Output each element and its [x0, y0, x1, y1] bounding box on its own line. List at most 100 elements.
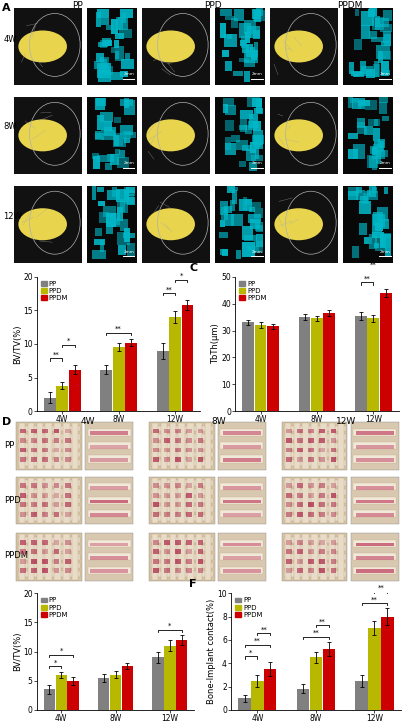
- Bar: [236, 250, 241, 259]
- Bar: [18, 515, 80, 521]
- Bar: [373, 144, 383, 152]
- Bar: [43, 457, 48, 462]
- Bar: [19, 478, 25, 523]
- Bar: [365, 100, 378, 110]
- Bar: [376, 45, 390, 59]
- Bar: [43, 438, 48, 443]
- Bar: [239, 23, 251, 39]
- Bar: [18, 480, 80, 486]
- Bar: [378, 52, 391, 60]
- Circle shape: [18, 31, 67, 63]
- Text: **: **: [319, 618, 326, 625]
- Bar: [164, 559, 170, 563]
- Bar: [88, 539, 130, 547]
- Bar: [234, 9, 244, 21]
- Bar: [330, 429, 336, 433]
- Bar: [270, 186, 338, 263]
- Text: 2mm: 2mm: [251, 162, 262, 165]
- Text: PPDM: PPDM: [337, 1, 362, 10]
- Bar: [175, 539, 181, 545]
- Bar: [254, 146, 259, 159]
- Bar: [196, 478, 202, 523]
- Bar: [187, 569, 192, 573]
- Bar: [153, 483, 159, 488]
- Bar: [149, 477, 215, 524]
- Y-axis label: BV/TV(%): BV/TV(%): [13, 632, 22, 671]
- Bar: [220, 455, 263, 462]
- Text: F: F: [189, 579, 196, 590]
- Bar: [92, 156, 100, 169]
- Bar: [222, 50, 229, 57]
- Bar: [31, 438, 37, 443]
- Bar: [54, 493, 59, 498]
- Bar: [356, 556, 394, 560]
- Bar: [282, 477, 348, 524]
- Bar: [223, 556, 261, 560]
- Bar: [356, 432, 394, 435]
- Bar: [353, 539, 396, 547]
- Bar: [253, 9, 265, 21]
- Bar: [380, 24, 392, 31]
- Bar: [18, 460, 80, 466]
- Bar: [20, 493, 26, 498]
- Bar: [358, 100, 370, 106]
- Bar: [54, 438, 59, 443]
- Bar: [353, 455, 396, 462]
- Bar: [319, 502, 325, 507]
- Bar: [311, 423, 318, 469]
- Bar: [239, 162, 247, 167]
- Bar: [126, 187, 135, 193]
- Bar: [115, 33, 124, 39]
- Bar: [175, 550, 181, 554]
- Bar: [169, 478, 176, 523]
- Bar: [283, 537, 346, 542]
- Bar: [372, 227, 382, 233]
- Bar: [242, 226, 253, 240]
- Bar: [18, 498, 80, 503]
- Bar: [382, 233, 391, 238]
- Bar: [356, 569, 394, 573]
- Bar: [97, 115, 104, 130]
- Text: **: **: [261, 627, 267, 633]
- Bar: [151, 489, 213, 495]
- Bar: [90, 432, 128, 435]
- Bar: [106, 25, 113, 31]
- Bar: [227, 186, 235, 193]
- Bar: [118, 17, 128, 30]
- Bar: [218, 533, 266, 581]
- Bar: [239, 58, 249, 63]
- Bar: [380, 102, 387, 114]
- Bar: [382, 31, 391, 43]
- Bar: [175, 493, 181, 498]
- Bar: [87, 97, 137, 174]
- Bar: [240, 40, 246, 46]
- Bar: [372, 148, 377, 154]
- Bar: [218, 477, 266, 524]
- Bar: [117, 157, 129, 168]
- Bar: [249, 162, 257, 171]
- Bar: [329, 534, 335, 580]
- Bar: [96, 52, 104, 62]
- Bar: [124, 98, 129, 106]
- Bar: [270, 8, 338, 85]
- Text: 4W: 4W: [3, 34, 17, 44]
- Bar: [187, 539, 192, 545]
- Bar: [198, 483, 203, 488]
- Bar: [153, 539, 159, 545]
- Bar: [123, 131, 131, 139]
- Bar: [320, 534, 327, 580]
- Bar: [373, 63, 380, 77]
- Bar: [151, 451, 213, 457]
- Bar: [85, 422, 133, 470]
- Bar: [187, 478, 194, 523]
- Bar: [353, 429, 396, 435]
- Bar: [330, 550, 336, 554]
- Bar: [175, 559, 181, 563]
- Bar: [220, 553, 263, 561]
- Bar: [372, 150, 385, 159]
- Text: PPD: PPD: [204, 1, 222, 10]
- Bar: [366, 69, 375, 78]
- Bar: [359, 201, 371, 214]
- Bar: [187, 457, 192, 462]
- Bar: [372, 232, 384, 237]
